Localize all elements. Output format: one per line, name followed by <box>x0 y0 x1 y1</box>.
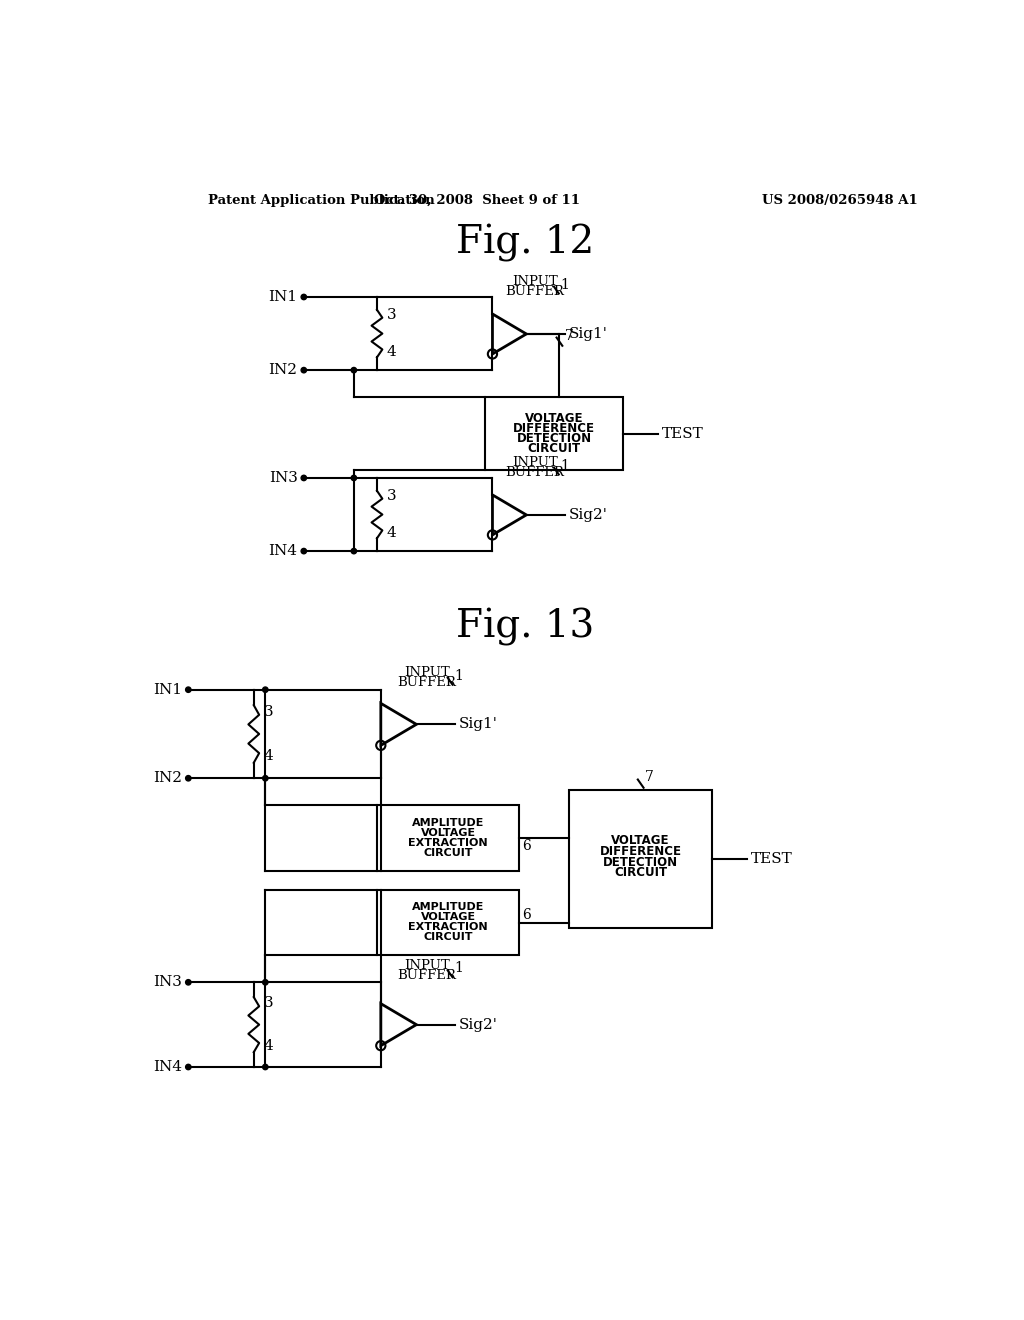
Circle shape <box>262 686 268 693</box>
Circle shape <box>351 548 356 554</box>
Text: BUFFER: BUFFER <box>506 285 564 298</box>
Bar <box>377 890 519 956</box>
Circle shape <box>262 776 268 781</box>
Text: 4: 4 <box>264 1039 273 1053</box>
Text: IN3: IN3 <box>268 471 298 484</box>
Text: VOLTAGE: VOLTAGE <box>421 912 476 923</box>
Circle shape <box>301 367 306 372</box>
Text: IN1: IN1 <box>268 290 298 304</box>
Text: Oct. 30, 2008  Sheet 9 of 11: Oct. 30, 2008 Sheet 9 of 11 <box>374 194 580 207</box>
Text: EXTRACTION: EXTRACTION <box>409 923 488 932</box>
Circle shape <box>301 294 306 300</box>
Text: 3: 3 <box>387 309 396 322</box>
Text: INPUT: INPUT <box>404 667 450 680</box>
Text: TEST: TEST <box>751 853 793 866</box>
Text: 6: 6 <box>521 838 530 853</box>
Text: EXTRACTION: EXTRACTION <box>409 838 488 847</box>
Circle shape <box>262 979 268 985</box>
Text: 7: 7 <box>644 770 653 784</box>
Text: IN2: IN2 <box>268 363 298 378</box>
Text: IN3: IN3 <box>154 975 182 989</box>
Text: INPUT: INPUT <box>512 275 558 288</box>
Text: BUFFER: BUFFER <box>397 969 457 982</box>
Text: 6: 6 <box>521 908 530 921</box>
Text: Sig1': Sig1' <box>459 717 498 731</box>
Circle shape <box>301 548 306 554</box>
Text: VOLTAGE: VOLTAGE <box>525 412 584 425</box>
Text: Sig2': Sig2' <box>568 508 607 521</box>
Text: 1: 1 <box>454 961 463 975</box>
Text: IN1: IN1 <box>154 682 182 697</box>
Text: IN4: IN4 <box>268 544 298 558</box>
Circle shape <box>301 475 306 480</box>
Text: CIRCUIT: CIRCUIT <box>424 932 473 942</box>
Text: AMPLITUDE: AMPLITUDE <box>412 903 484 912</box>
Text: INPUT: INPUT <box>512 455 558 469</box>
Text: 1: 1 <box>454 669 463 682</box>
Text: 4: 4 <box>387 345 396 359</box>
Text: 4: 4 <box>264 750 273 763</box>
Circle shape <box>351 367 356 372</box>
Text: 3: 3 <box>264 705 273 719</box>
Text: DIFFERENCE: DIFFERENCE <box>600 845 682 858</box>
Text: VOLTAGE: VOLTAGE <box>421 828 476 837</box>
Text: Sig2': Sig2' <box>459 1018 498 1032</box>
Text: 3: 3 <box>264 997 273 1011</box>
Text: Sig1': Sig1' <box>568 327 607 341</box>
Text: CIRCUIT: CIRCUIT <box>614 866 668 879</box>
Text: AMPLITUDE: AMPLITUDE <box>412 817 484 828</box>
Text: 4: 4 <box>387 525 396 540</box>
Text: BUFFER: BUFFER <box>397 676 457 689</box>
Text: Fig. 13: Fig. 13 <box>456 607 594 645</box>
Text: 3: 3 <box>387 490 396 503</box>
Text: IN4: IN4 <box>154 1060 182 1074</box>
Text: 7: 7 <box>565 329 573 343</box>
Text: DETECTION: DETECTION <box>603 855 678 869</box>
Text: Fig. 12: Fig. 12 <box>456 224 594 263</box>
Bar <box>484 397 624 470</box>
Text: Patent Application Publication: Patent Application Publication <box>208 194 434 207</box>
Circle shape <box>351 475 356 480</box>
Circle shape <box>185 776 191 781</box>
Bar <box>377 805 519 871</box>
Circle shape <box>185 979 191 985</box>
Text: IN2: IN2 <box>154 771 182 785</box>
Text: TEST: TEST <box>662 426 703 441</box>
Text: CIRCUIT: CIRCUIT <box>527 442 581 455</box>
Text: 1: 1 <box>560 458 569 473</box>
Text: 1: 1 <box>560 277 569 292</box>
Bar <box>569 789 712 928</box>
Text: INPUT: INPUT <box>404 958 450 972</box>
Circle shape <box>185 686 191 693</box>
Circle shape <box>185 1064 191 1069</box>
Text: VOLTAGE: VOLTAGE <box>611 834 670 847</box>
Circle shape <box>262 1064 268 1069</box>
Text: DETECTION: DETECTION <box>516 432 592 445</box>
Text: CIRCUIT: CIRCUIT <box>424 847 473 858</box>
Text: BUFFER: BUFFER <box>506 466 564 479</box>
Text: US 2008/0265948 A1: US 2008/0265948 A1 <box>762 194 918 207</box>
Text: DIFFERENCE: DIFFERENCE <box>513 422 595 434</box>
